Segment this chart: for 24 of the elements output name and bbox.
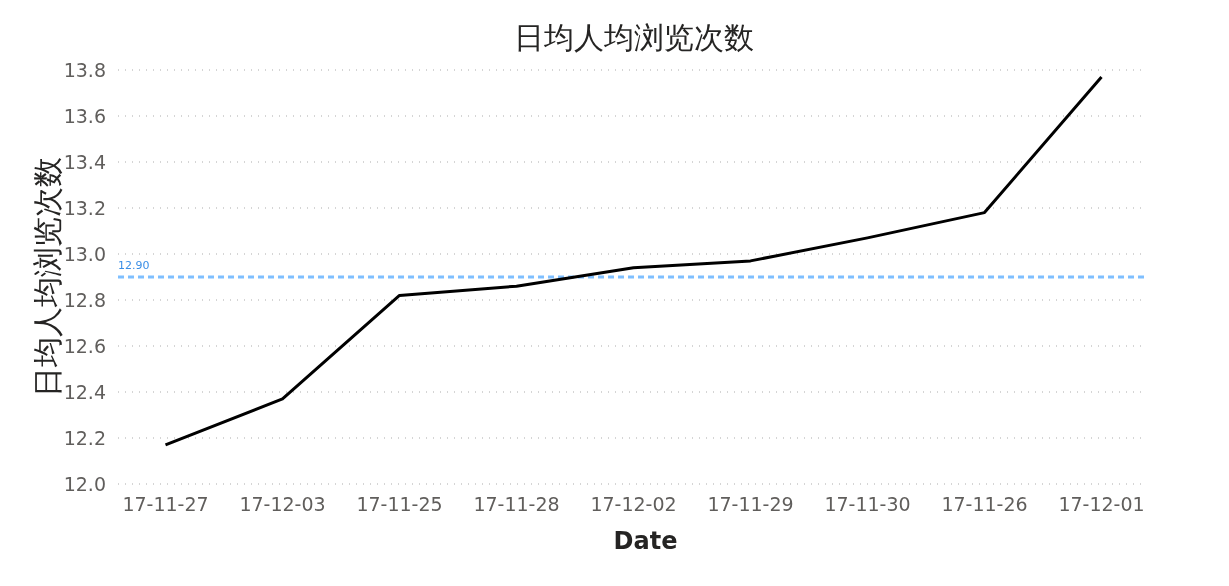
y-axis-title: 日均人均浏览次数 <box>30 157 65 397</box>
y-tick-label: 13.8 <box>63 59 106 81</box>
line-series <box>164 75 1103 447</box>
x-tick-label: 17-12-03 <box>239 493 326 515</box>
x-tick-label: 17-11-28 <box>473 493 560 515</box>
y-tick-label: 12.2 <box>63 427 106 449</box>
y-tick-label: 12.6 <box>63 335 106 357</box>
x-tick-label: 17-11-26 <box>941 493 1028 515</box>
y-tick-label: 13.6 <box>63 105 106 127</box>
x-tick-label: 17-11-30 <box>824 493 911 515</box>
y-tick-label: 13.4 <box>63 151 106 173</box>
ref-line-label: 12.90 <box>118 259 150 272</box>
y-tick-label: 12.4 <box>63 381 106 403</box>
x-tick-label: 17-11-25 <box>356 493 443 515</box>
y-tick-label: 12.8 <box>63 289 106 311</box>
chart-title: 日均人均浏览次数 <box>513 20 754 55</box>
x-tick-label: 17-11-29 <box>707 493 794 515</box>
x-tick-label: 17-12-01 <box>1058 493 1145 515</box>
x-tick-label: 17-11-27 <box>122 493 209 515</box>
x-tick-label: 17-12-02 <box>590 493 677 515</box>
y-tick-label: 13.0 <box>63 243 106 265</box>
y-tick-label: 12.0 <box>63 473 106 495</box>
x-axis-title: Date <box>613 527 678 555</box>
y-tick-label: 13.2 <box>63 197 106 219</box>
